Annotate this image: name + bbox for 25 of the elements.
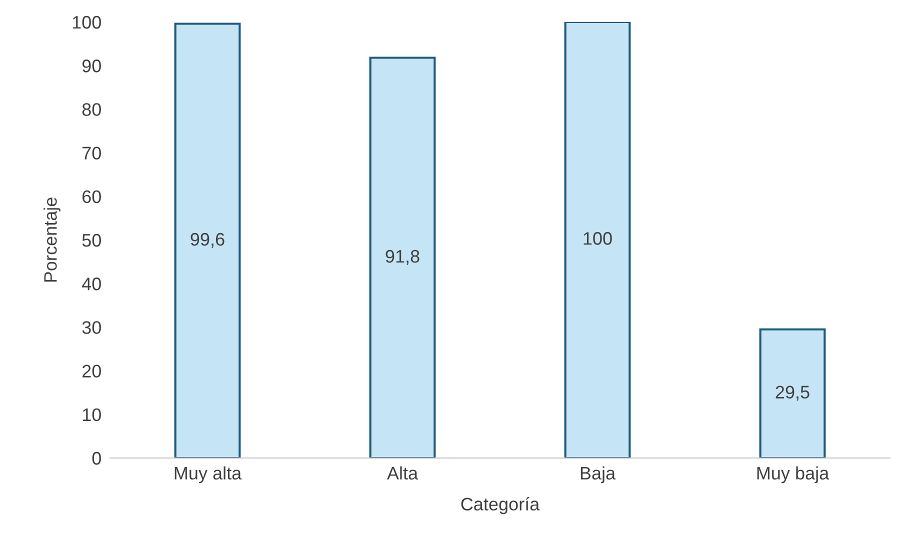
x-tick-label: Muy alta [174,466,242,484]
x-tick-label: Muy baja [757,466,830,484]
y-tick-label: 50 [82,234,101,247]
y-tick-label: 10 [82,408,101,422]
y-tick-label: 70 [82,146,101,160]
data-label: 99,6 [190,232,224,248]
bar [369,56,436,458]
y-tick-label: 100 [72,16,101,29]
y-tick-label: 80 [82,103,101,116]
y-axis-title: Porcentaje [44,198,60,282]
x-tick-label: Alta [386,466,418,480]
bar [174,22,241,458]
x-tick-label: Baja [580,466,616,484]
data-label: 100 [584,232,612,245]
data-label: 91,8 [386,250,420,265]
data-label: 29,5 [776,386,810,401]
y-tick-label: 90 [82,60,101,72]
bar [759,328,826,458]
bar [564,22,631,458]
y-tick-label: 30 [82,321,101,334]
x-axis-title: Categoría [461,497,540,514]
y-tick-label: 20 [82,364,101,378]
y-tick-label: 40 [82,278,101,290]
y-tick-label: 0 [92,452,101,465]
y-tick-label: 60 [82,190,101,204]
